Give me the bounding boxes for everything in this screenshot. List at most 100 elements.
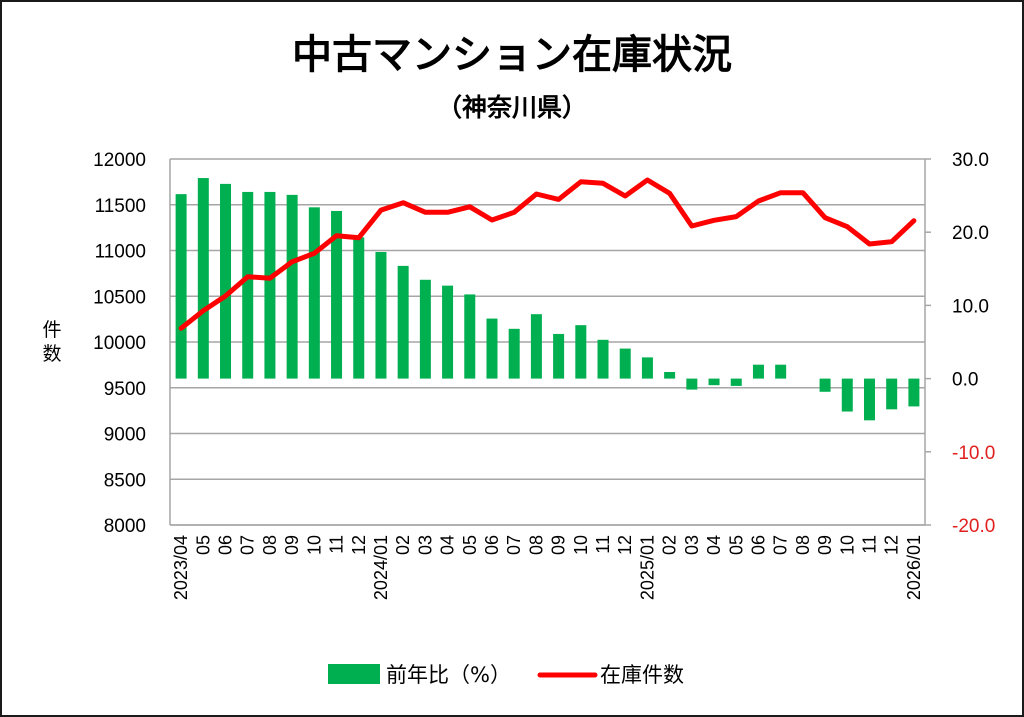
- x-tick-label: 11: [593, 535, 613, 554]
- x-tick-label: 2026/01: [904, 535, 924, 600]
- x-tick-label: 09: [815, 535, 835, 555]
- y-left-axis-title: 件数: [42, 319, 61, 365]
- bar-5: [286, 194, 298, 379]
- legend-swatch-bar: [328, 664, 380, 684]
- y-left-title-char: 数: [42, 343, 61, 365]
- bar-12: [442, 285, 454, 379]
- inventory-line: [178, 177, 917, 331]
- bar-7: [331, 210, 343, 379]
- bar-3: [242, 191, 254, 379]
- bar-0: [175, 194, 187, 379]
- bar-22: [664, 372, 676, 379]
- x-tick-label: 12: [615, 535, 635, 555]
- bar-31: [863, 378, 875, 421]
- bar-27: [775, 364, 787, 379]
- bar-13: [464, 294, 476, 379]
- bar-23: [686, 378, 698, 390]
- bar-15: [508, 328, 520, 379]
- x-tick-label: 12: [349, 535, 369, 555]
- line-series-inventory: [178, 177, 917, 331]
- bar-20: [619, 348, 631, 379]
- bar-19: [597, 339, 609, 379]
- axes: [169, 158, 931, 526]
- y-left-tick-label: 8500: [104, 470, 146, 491]
- y-left-tick-label: 11500: [95, 196, 146, 217]
- bar-6: [308, 207, 320, 379]
- x-tick-label: 10: [837, 535, 857, 555]
- y-right-ticks: 30.0 20.0 10.0 0.0 -10.0 -20.0: [952, 150, 995, 537]
- x-tick-label: 08: [793, 535, 813, 555]
- y-right-tick-label: -10.0: [952, 443, 995, 464]
- bar-25: [730, 378, 742, 386]
- bar-2: [220, 183, 232, 379]
- x-tick-label: 08: [260, 535, 280, 555]
- y-right-tick-label: 0.0: [952, 370, 978, 391]
- bar-8: [353, 237, 365, 379]
- x-tick-label: 03: [682, 535, 702, 555]
- bar-16: [530, 314, 542, 379]
- x-ticks: 2023/04 05 06 07 08 09 10 11 12 2024/01 02 03 04 05 06…: [171, 535, 924, 600]
- y-right-tick-label: 10.0: [952, 296, 989, 317]
- x-tick-label: 07: [504, 535, 524, 555]
- x-tick-label: 2025/01: [637, 535, 657, 600]
- x-tick-label: 12: [882, 535, 902, 555]
- y-left-tick-label: 12000: [93, 150, 146, 171]
- x-tick-label: 10: [304, 535, 324, 555]
- x-tick-label: 05: [193, 535, 213, 555]
- x-tick-label: 05: [726, 535, 746, 555]
- chart-title: 中古マンション在庫状況: [292, 32, 732, 78]
- bar-21: [641, 357, 653, 379]
- bar-10: [397, 265, 409, 379]
- x-tick-label: 06: [216, 535, 236, 555]
- x-tick-label: 07: [771, 535, 791, 555]
- y-left-ticks: 12000 11500 11000 10500 10000 9500 9000 8500 800…: [93, 150, 146, 537]
- x-tick-label: 02: [393, 535, 413, 555]
- x-tick-label: 02: [660, 535, 680, 555]
- x-tick-label: 05: [460, 535, 480, 555]
- x-tick-label: 11: [859, 535, 879, 554]
- x-tick-label: 09: [282, 535, 302, 555]
- x-tick-label: 04: [438, 535, 458, 555]
- x-tick-label: 07: [238, 535, 258, 555]
- legend-label-line: 在庫件数: [600, 663, 684, 687]
- bar-4: [264, 191, 276, 379]
- bar-30: [841, 378, 853, 412]
- x-tick-label: 09: [549, 535, 569, 555]
- bar-9: [375, 251, 387, 379]
- y-right-tick-label: 20.0: [952, 223, 989, 244]
- x-tick-label: 2023/04: [171, 535, 191, 600]
- bar-11: [419, 279, 431, 379]
- y-left-tick-label: 9500: [104, 379, 146, 400]
- x-tick-label: 04: [704, 535, 724, 555]
- y-left-tick-label: 10000: [93, 333, 146, 354]
- x-tick-label: 06: [482, 535, 502, 555]
- bar-series-yoy: [175, 178, 920, 421]
- y-left-tick-label: 8000: [104, 516, 146, 537]
- bar-26: [752, 364, 764, 379]
- x-tick-label: 03: [415, 535, 435, 555]
- y-left-tick-label: 9000: [104, 425, 146, 446]
- gridlines: [170, 158, 925, 526]
- y-left-title-char: 件: [42, 319, 61, 341]
- bar-14: [486, 318, 498, 379]
- legend: 前年比（%） 在庫件数: [328, 663, 684, 687]
- x-tick-label: 2024/01: [371, 535, 391, 600]
- y-left-tick-label: 10500: [93, 287, 146, 308]
- bar-18: [575, 325, 587, 379]
- x-tick-label: 10: [571, 535, 591, 555]
- x-tick-label: 11: [327, 535, 347, 554]
- x-tick-label: 06: [748, 535, 768, 555]
- x-tick-label: 08: [526, 535, 546, 555]
- bar-24: [708, 378, 720, 386]
- bar-17: [553, 333, 565, 379]
- bar-1: [197, 178, 209, 379]
- y-right-tick-label: 30.0: [952, 150, 989, 171]
- bar-32: [886, 378, 898, 410]
- bar-29: [819, 378, 831, 392]
- legend-label-bar: 前年比（%）: [386, 663, 511, 687]
- bar-33: [908, 378, 920, 407]
- y-right-tick-label: -20.0: [952, 516, 995, 537]
- chart-subtitle: （神奈川県）: [437, 93, 587, 122]
- y-left-tick-label: 11000: [95, 242, 146, 263]
